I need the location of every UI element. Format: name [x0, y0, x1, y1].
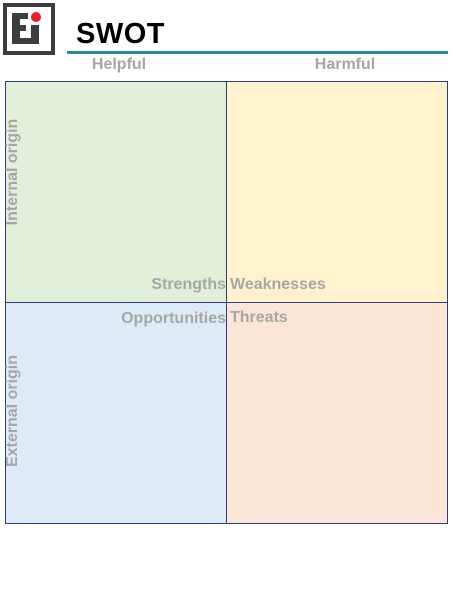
ei-logo-icon — [3, 3, 55, 55]
quadrant-threats — [226, 302, 448, 524]
row-label-external-origin: External origin — [4, 354, 21, 468]
opportunities-label: Opportunities — [121, 310, 226, 327]
quadrant-weaknesses — [226, 81, 448, 303]
row-label-internal-origin: Internal origin — [4, 118, 21, 226]
page-title: SWOT — [76, 18, 165, 50]
strengths-label: Strengths — [151, 276, 226, 293]
weaknesses-label: Weaknesses — [230, 276, 326, 293]
quadrant-strengths — [5, 81, 227, 303]
column-label-helpful: Helpful — [91, 56, 147, 73]
title-divider — [67, 51, 448, 54]
quadrant-opportunities — [5, 302, 227, 524]
threats-label: Threats — [230, 309, 288, 326]
column-label-harmful: Harmful — [314, 56, 376, 73]
